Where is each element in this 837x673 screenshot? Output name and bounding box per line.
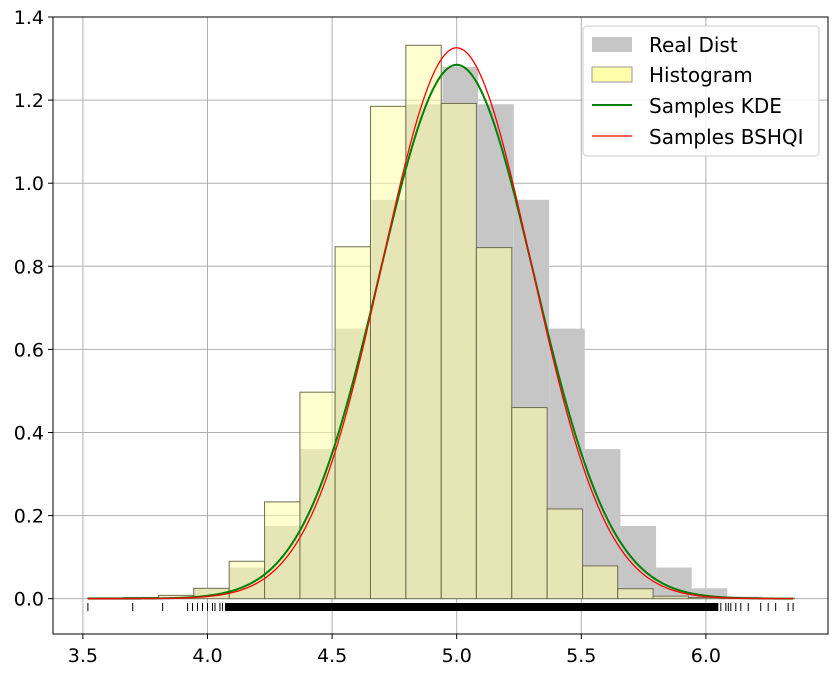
histogram-bar	[405, 44, 442, 600]
y-axis: 0.0 0.2 0.4 0.6 0.8 1.0 1.2 1.4	[14, 7, 53, 611]
histogram-bar	[475, 247, 513, 600]
histogram-bar	[652, 595, 689, 600]
rug-dense-band	[224, 602, 719, 611]
y-tick-label: 0.8	[14, 256, 44, 278]
x-tick-label: 3.5	[68, 645, 98, 667]
histogram-bar	[228, 560, 266, 600]
histogram-bar	[264, 501, 301, 600]
x-tick-label: 4.0	[192, 645, 222, 667]
legend-swatch-real-dist	[592, 37, 632, 52]
x-tick-label: 5.0	[442, 645, 472, 667]
histogram-bar	[617, 588, 654, 600]
real-dist-bar	[691, 588, 728, 599]
legend-label-samples-bshqi: Samples BSHQI	[649, 125, 804, 149]
x-tick-label: 4.5	[317, 645, 347, 667]
rug-marks	[87, 602, 794, 611]
histogram-bar	[369, 105, 407, 600]
histogram-bar	[582, 565, 619, 600]
legend: Real Dist Histogram Samples KDE Samples …	[582, 25, 820, 157]
y-tick-label: 0.4	[14, 422, 44, 444]
y-tick-label: 1.4	[14, 7, 44, 29]
y-tick-label: 1.2	[14, 90, 44, 112]
y-tick-label: 0.6	[14, 339, 44, 361]
legend-swatch-histogram	[591, 66, 633, 83]
real-dist-bar	[620, 525, 657, 599]
histogram-bar	[546, 508, 584, 600]
y-tick-label: 0.0	[14, 589, 44, 611]
histogram-bar	[334, 246, 371, 600]
y-tick-label: 1.0	[14, 173, 44, 195]
histogram-bar	[440, 102, 477, 600]
legend-frame	[582, 25, 820, 157]
x-axis: 3.5 4.0 4.5 5.0 5.5 6.0	[68, 634, 721, 667]
plot-frame	[52, 16, 829, 635]
x-tick-label: 5.5	[566, 645, 596, 667]
y-tick-label: 0.2	[14, 506, 44, 528]
legend-label-histogram: Histogram	[649, 63, 753, 87]
density-curves	[87, 47, 794, 600]
legend-label-real-dist: Real Dist	[649, 33, 738, 57]
x-tick-label: 6.0	[691, 645, 721, 667]
series-line-samples-bshqi	[87, 47, 794, 600]
histogram-bar	[511, 407, 548, 600]
series-line-samples-kde	[87, 63, 794, 600]
legend-label-samples-kde: Samples KDE	[649, 94, 782, 118]
